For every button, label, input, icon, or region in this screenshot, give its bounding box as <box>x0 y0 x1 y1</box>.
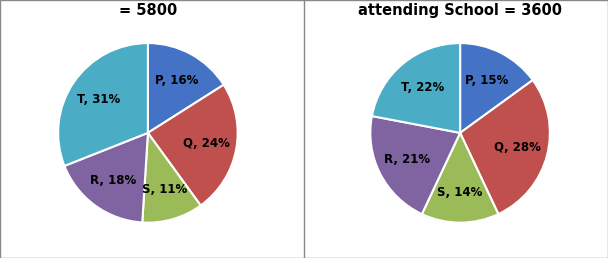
Text: S, 14%: S, 14% <box>437 186 483 199</box>
Text: P, 16%: P, 16% <box>155 75 198 87</box>
Wedge shape <box>58 43 148 166</box>
Wedge shape <box>142 133 201 223</box>
Text: T, 31%: T, 31% <box>77 93 120 106</box>
Wedge shape <box>148 85 238 206</box>
Text: R, 21%: R, 21% <box>384 153 430 166</box>
Text: S, 11%: S, 11% <box>142 183 187 196</box>
Wedge shape <box>460 43 533 133</box>
Text: Q, 24%: Q, 24% <box>182 138 230 150</box>
Text: T, 22%: T, 22% <box>401 81 444 94</box>
Wedge shape <box>372 43 460 133</box>
Wedge shape <box>64 133 148 222</box>
Wedge shape <box>460 80 550 214</box>
Text: P, 15%: P, 15% <box>465 74 509 87</box>
Wedge shape <box>148 43 224 133</box>
Text: R, 18%: R, 18% <box>90 174 136 187</box>
Title: Total No. of children
= 5800: Total No. of children = 5800 <box>64 0 232 18</box>
Text: Q, 28%: Q, 28% <box>494 141 541 154</box>
Wedge shape <box>422 133 499 223</box>
Title: Total No. of children
attending School = 3600: Total No. of children attending School =… <box>358 0 562 18</box>
Wedge shape <box>370 116 460 214</box>
